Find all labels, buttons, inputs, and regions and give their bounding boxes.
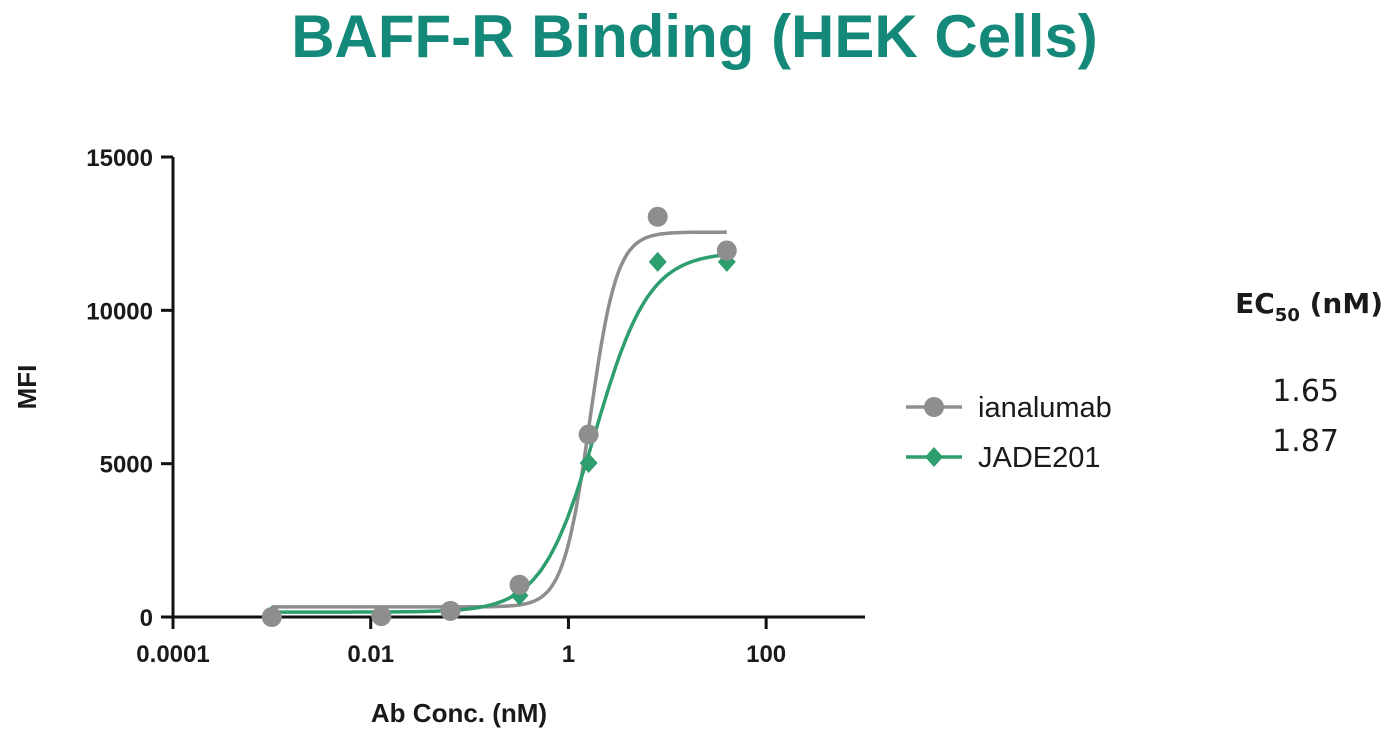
ianalumab-point (716, 240, 737, 261)
y-tick-label: 0 (140, 605, 153, 632)
x-tick-label: 0.0001 (136, 641, 209, 668)
ianalumab-point (261, 607, 282, 627)
ianalumab-point (440, 600, 461, 621)
y-tick-label: 5000 (100, 452, 153, 479)
data-points (261, 206, 737, 627)
ianalumab-point (509, 574, 530, 595)
y-tick-label: 10000 (86, 298, 153, 325)
legend-label: ianalumab (978, 392, 1112, 424)
ianalumab-point (578, 424, 599, 445)
ec50-value: 1.65 (1272, 374, 1339, 409)
legend-label: JADE201 (978, 442, 1101, 474)
ec50-value: 1.87 (1272, 424, 1339, 459)
chart-title: BAFF-R Binding (HEK Cells) (291, 3, 1098, 70)
axes: 0.0001 0.01 1 100 0 5000 10000 15000 Ab Conc. (n… (12, 145, 865, 728)
ianalumab-point (371, 606, 392, 627)
x-tick-label: 1 (562, 641, 575, 668)
ec50-header: EC50 (nM) (1235, 287, 1383, 326)
fit-curves (271, 230, 728, 614)
legend-marker-icon (925, 447, 943, 467)
JADE201-fit-curve (271, 252, 728, 614)
y-tick-label: 15000 (86, 145, 153, 172)
legend: EC50 (nM) ianalumab 1.65 JADE201 1.87 (906, 287, 1383, 474)
legend-marker-icon (924, 397, 944, 417)
JADE201-point (648, 251, 667, 272)
x-tick-label: 0.01 (347, 641, 394, 668)
ianalumab-point (647, 206, 668, 227)
y-axis-label: MFI (12, 365, 42, 410)
x-tick-label: 100 (746, 641, 786, 668)
ianalumab-fit-curve (271, 230, 727, 609)
JADE201-point (579, 453, 598, 474)
x-axis-label: Ab Conc. (nM) (371, 698, 547, 728)
